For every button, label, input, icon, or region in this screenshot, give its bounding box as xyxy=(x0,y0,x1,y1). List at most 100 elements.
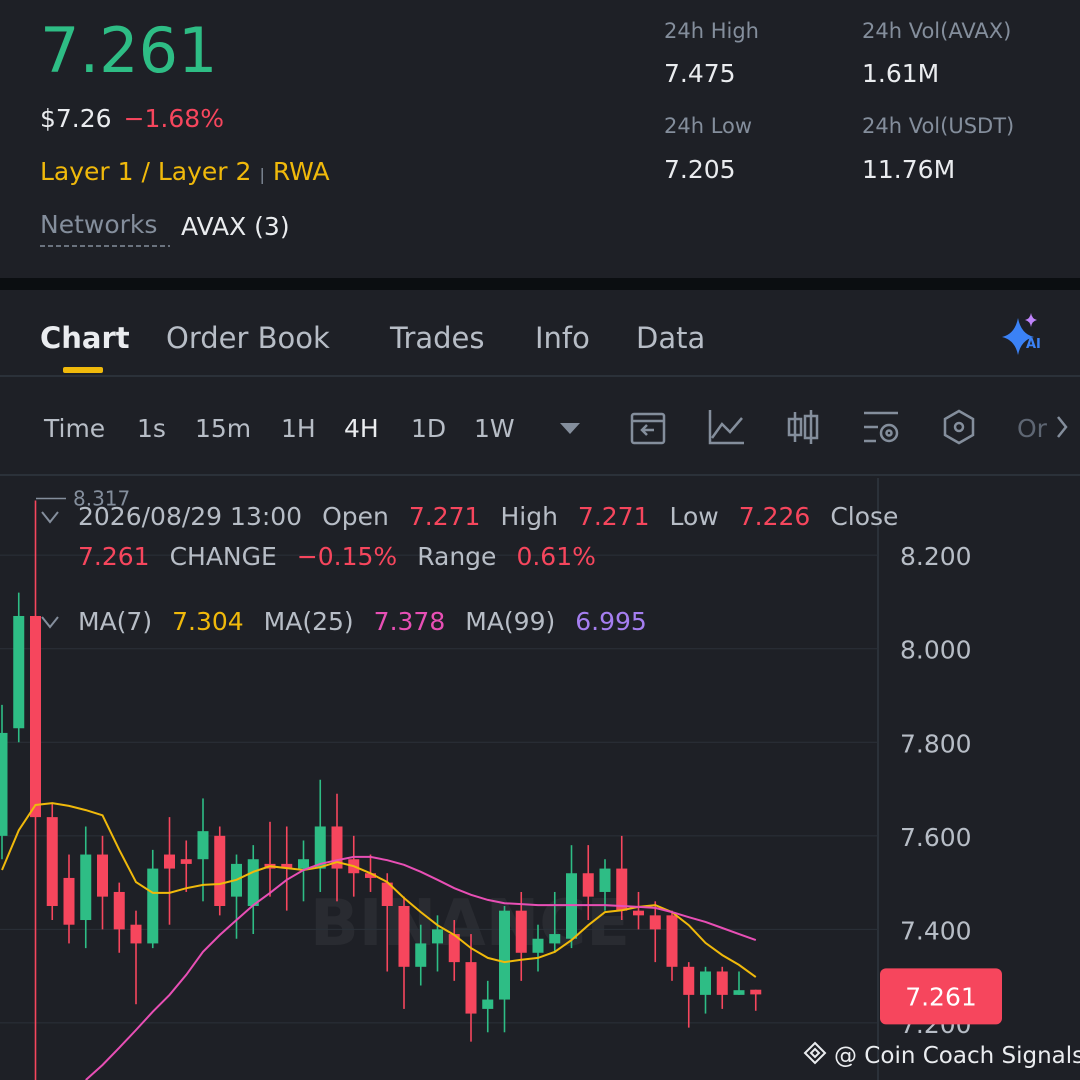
sparkle xyxy=(1002,318,1034,355)
toolbar-more[interactable]: Or xyxy=(1017,414,1048,443)
interval[interactable]: 15m xyxy=(195,414,251,443)
tab[interactable]: Order Book xyxy=(166,321,330,355)
stat-label: 24h Low xyxy=(664,114,752,138)
candle-body xyxy=(549,934,561,944)
tag[interactable]: RWA xyxy=(273,157,330,186)
legend-name: MA(99) xyxy=(465,607,555,636)
candle-body xyxy=(13,615,25,729)
candle-body xyxy=(415,943,427,967)
legend-name: MA(7) xyxy=(78,607,152,636)
interval[interactable]: 4H xyxy=(344,414,379,443)
candle-body xyxy=(298,859,309,869)
tab-indicator xyxy=(63,367,103,373)
candle-body xyxy=(0,732,8,836)
tab[interactable]: Info xyxy=(535,321,590,355)
info-text: Range xyxy=(417,542,496,571)
dropdown-arrow[interactable] xyxy=(560,423,580,434)
interval[interactable]: 1H xyxy=(281,414,316,443)
divider xyxy=(0,278,1080,290)
stat-value: 11.76M xyxy=(862,155,955,184)
y-tick-label: 7.400 xyxy=(900,916,972,945)
info-text: Open xyxy=(322,502,389,531)
tab[interactable]: Chart xyxy=(40,321,130,355)
candle-body xyxy=(666,915,678,967)
candle-body xyxy=(649,915,661,930)
price-line: $7.26 −1.68% xyxy=(40,104,224,133)
info-text: High xyxy=(500,502,557,531)
ma-legend: MA(7) 7.304 MA(25) 7.378 MA(99) 6.995 xyxy=(78,607,647,636)
tags[interactable]: Layer 1 / Layer 2 | RWA xyxy=(40,157,330,186)
interval[interactable]: 1D xyxy=(411,414,446,443)
candle-body xyxy=(80,854,92,921)
candle-body xyxy=(432,929,443,944)
candle-body xyxy=(180,859,192,864)
info-line: 2026/08/29 13:00 Open 7.271 High 7.271 Low 7.2… xyxy=(78,502,898,531)
info-text: 7.261 xyxy=(78,542,150,571)
price-tag-label: 7.261 xyxy=(905,982,977,1011)
sparkle xyxy=(1025,313,1037,327)
info-text: 7.271 xyxy=(409,502,481,531)
info-text: CHANGE xyxy=(170,542,277,571)
tag[interactable]: Layer 1 / Layer 2 xyxy=(40,157,251,186)
calendar-icon[interactable] xyxy=(630,412,666,445)
interval[interactable]: 1W xyxy=(474,414,515,443)
y-tick-label: 7.800 xyxy=(900,729,972,758)
ai-icon[interactable]: AI xyxy=(1002,313,1041,355)
stat-label: 24h Vol(AVAX) xyxy=(862,19,1011,43)
collapse-icon[interactable] xyxy=(41,616,59,629)
candle-body xyxy=(247,859,259,906)
networks-label[interactable]: Networks xyxy=(40,210,157,239)
chevron[interactable] xyxy=(1057,416,1068,438)
candle-body xyxy=(633,910,644,916)
candle-body xyxy=(97,854,108,897)
tab[interactable]: Trades xyxy=(389,321,485,355)
toolbar-icons xyxy=(630,409,1068,445)
info-text: 7.271 xyxy=(578,502,650,531)
price: 7.261 xyxy=(40,14,218,87)
indicator-icon[interactable] xyxy=(864,411,898,443)
info-text: Close xyxy=(830,502,898,531)
price-tag xyxy=(880,968,1002,1025)
candle-body xyxy=(164,854,175,869)
candle-body xyxy=(314,826,326,869)
candle-body xyxy=(214,835,226,906)
candle-body xyxy=(448,934,460,963)
candle-body xyxy=(30,615,41,818)
plot xyxy=(0,500,762,1080)
stat-label: 24h Vol(USDT) xyxy=(862,114,1014,138)
candle-icon[interactable] xyxy=(787,410,819,444)
tab[interactable]: Data xyxy=(636,321,705,355)
candle-body xyxy=(46,817,58,906)
stat-label: 24h High xyxy=(664,19,759,43)
tag-separator: | xyxy=(259,165,264,184)
candle-body xyxy=(733,990,745,995)
max-label: 8.317 xyxy=(73,486,130,510)
candle-body xyxy=(683,966,695,995)
line-icon[interactable] xyxy=(708,410,744,445)
legend-value: 7.304 xyxy=(172,607,244,636)
candle-body xyxy=(63,877,75,925)
settings-icon[interactable] xyxy=(943,409,975,445)
info-text: 2026/08/29 13:00 xyxy=(78,502,302,531)
candle-body xyxy=(716,971,728,995)
candle-body xyxy=(281,863,293,869)
interval[interactable]: 1s xyxy=(137,414,166,443)
networks-value: AVAX (3) xyxy=(181,212,290,241)
info-line: 7.261 CHANGE −0.15% Range 0.61% xyxy=(78,542,596,571)
candle-body xyxy=(482,999,494,1009)
info-text: Low xyxy=(670,502,719,531)
ma-line xyxy=(85,855,757,1080)
ai-label: AI xyxy=(1026,337,1041,352)
stat-value: 7.475 xyxy=(664,59,736,88)
collapse-icon[interactable] xyxy=(41,511,59,524)
stat-value: 7.205 xyxy=(664,155,736,184)
candle-body xyxy=(331,826,343,869)
footer-text: @ Coin Coach Signals xyxy=(834,1043,1080,1069)
stat-value: 1.61M xyxy=(862,59,939,88)
candle-body xyxy=(365,873,376,878)
chart: BINANCE7.2007.4007.6007.8008.0008.2008.3… xyxy=(0,486,1002,1080)
candle-body xyxy=(599,868,611,892)
